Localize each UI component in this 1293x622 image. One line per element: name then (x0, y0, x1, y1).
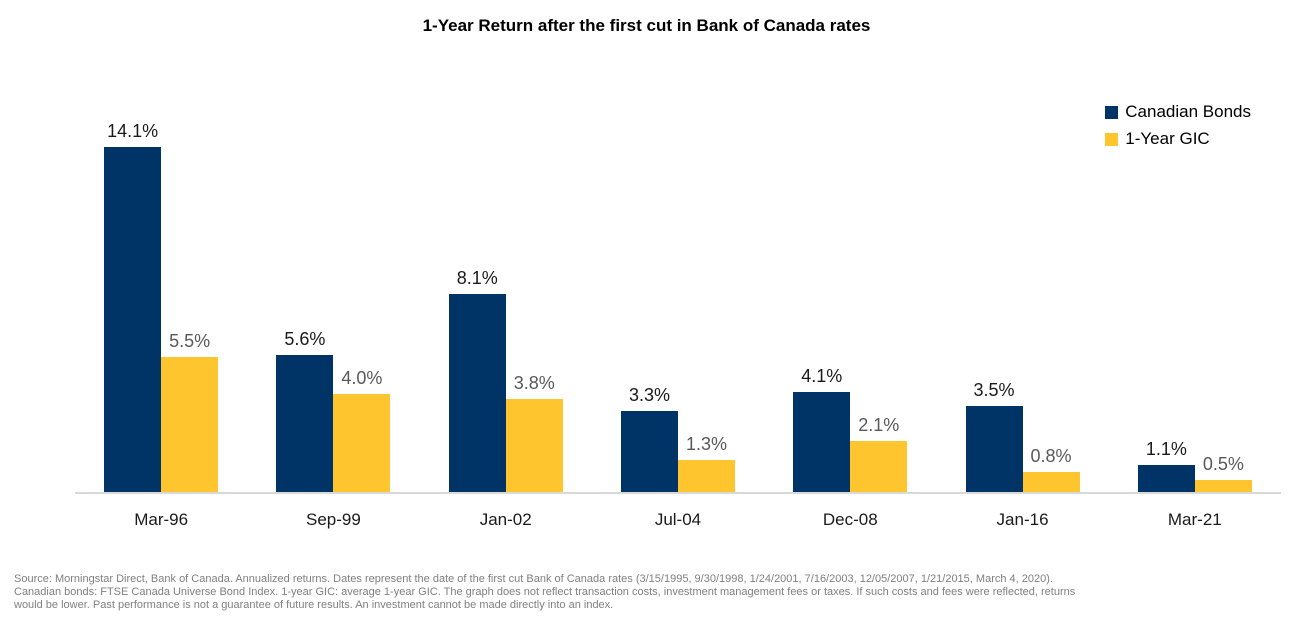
bar-dec-08-series-1 (850, 440, 908, 492)
legend-item-0: Canadian Bonds (1105, 102, 1251, 122)
bar-jul-04-series-0 (620, 411, 678, 492)
bar-value-label: 4.1% (801, 365, 843, 386)
bar-dec-08-series-0 (793, 391, 851, 492)
legend: Canadian Bonds 1-Year GIC (1105, 102, 1251, 149)
bar-group-mar-21: 1.1% 0.5% (1109, 94, 1281, 492)
bar-value-label: 8.1% (456, 267, 498, 288)
x-axis-label-jul-04: Jul-04 (654, 510, 702, 529)
bar-group-mar-96: 14.1% 5.5% (75, 94, 247, 492)
legend-label: Canadian Bonds (1125, 102, 1251, 121)
bar-value-label: 3.3% (628, 385, 670, 406)
source-note-line-2: Canadian bonds: FTSE Canada Universe Bon… (14, 586, 1076, 598)
legend-item-1: 1-Year GIC (1105, 129, 1251, 149)
bar-value-label: 3.8% (513, 372, 555, 393)
bar-group-jul-04: 3.3% 1.3% (592, 94, 764, 492)
bar-sep-99-series-1 (333, 394, 391, 492)
bar-group-jan-02: 8.1% 3.8% (420, 94, 592, 492)
bar-column: 1.3% (677, 434, 735, 492)
bar-group-dec-08: 4.1% 2.1% (764, 94, 936, 492)
bar-value-label: 2.1% (858, 414, 900, 435)
bar-column: 2.1% (850, 414, 908, 492)
chart-title: 1-Year Return after the first cut in Ban… (422, 16, 871, 35)
bar-value-label: 3.5% (973, 380, 1015, 401)
bar-column: 4.0% (333, 368, 391, 492)
bar-jul-04-series-1 (677, 460, 735, 492)
bar-mar-21-series-0 (1137, 465, 1195, 492)
bar-value-label: 0.8% (1030, 446, 1072, 467)
bar-column: 3.3% (620, 385, 678, 492)
bar-jan-16-series-1 (1022, 472, 1080, 492)
bar-value-label: 14.1% (107, 120, 159, 141)
bar-column: 0.8% (1022, 446, 1080, 492)
x-axis: Mar-96 Sep-99 Jan-02 Jul-04 Dec-08 Jan-16 Mar-… (75, 510, 1281, 530)
source-note: Source: Morningstar Direct, Bank of Cana… (14, 573, 1284, 612)
bar-column: 4.1% (793, 365, 851, 492)
bar-value-label: 5.5% (169, 331, 211, 352)
source-note-line-1: Source: Morningstar Direct, Bank of Cana… (14, 573, 1053, 585)
bar-value-label: 1.3% (685, 434, 727, 455)
bar-column: 0.5% (1194, 453, 1252, 492)
plot-area: 14.1% 5.5% 5.6% 4.0% 8.1% 3.8% 3.3% 1.3% 4.1% 2.1… (75, 94, 1281, 494)
bar-column: 1.1% (1137, 439, 1195, 492)
x-axis-label-mar-21: Mar-21 (1167, 510, 1222, 529)
x-axis-label-jan-02: Jan-02 (479, 510, 532, 529)
bar-mar-96-series-0 (104, 146, 162, 492)
x-axis-label-sep-99: Sep-99 (306, 510, 361, 529)
x-axis-label-mar-96: Mar-96 (134, 510, 189, 529)
bar-jan-16-series-0 (965, 406, 1023, 492)
bar-sep-99-series-0 (276, 354, 334, 492)
x-axis-label-dec-08: Dec-08 (822, 510, 878, 529)
bar-column: 3.5% (965, 380, 1023, 492)
bar-column: 5.6% (276, 328, 334, 492)
bar-group-sep-99: 5.6% 4.0% (247, 94, 419, 492)
bar-mar-21-series-1 (1194, 479, 1252, 492)
source-note-line-3: would be lower. Past performance is not … (14, 599, 614, 611)
legend-label: 1-Year GIC (1125, 129, 1210, 148)
bar-jan-02-series-1 (505, 398, 563, 492)
bar-mar-96-series-1 (161, 357, 219, 492)
bar-value-label: 4.0% (341, 368, 383, 388)
bar-group-jan-16: 3.5% 0.8% (936, 94, 1108, 492)
legend-swatch-icon (1105, 105, 1119, 119)
x-axis-label-jan-16: Jan-16 (996, 510, 1049, 529)
bar-value-label: 0.5% (1202, 453, 1244, 474)
bar-value-label: 5.6% (284, 328, 326, 349)
legend-swatch-icon (1105, 132, 1119, 146)
bar-jan-02-series-0 (448, 293, 506, 492)
bar-value-label: 1.1% (1145, 439, 1187, 460)
bar-column: 14.1% (104, 120, 162, 492)
bar-column: 5.5% (161, 331, 219, 492)
bar-column: 3.8% (505, 372, 563, 492)
bar-column: 8.1% (448, 267, 506, 492)
